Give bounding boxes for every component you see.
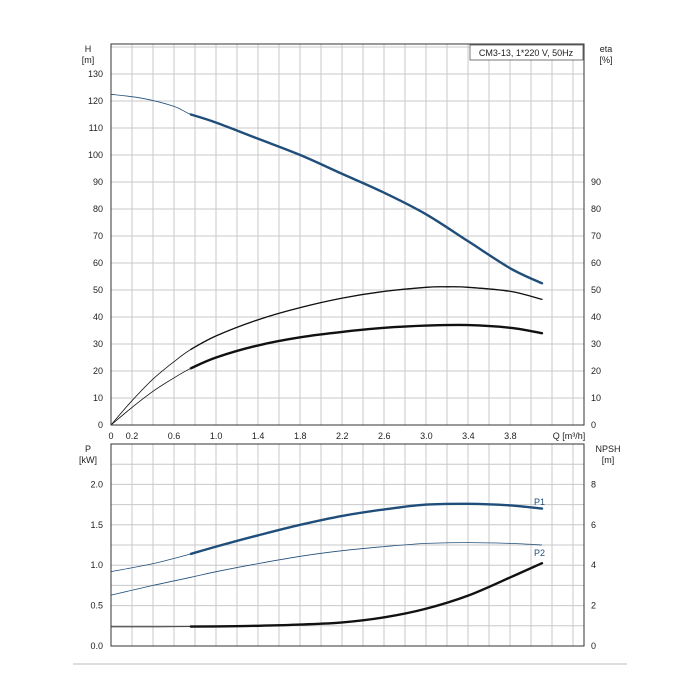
- series-line-top-1-operating: [190, 286, 543, 351]
- chart-title: CM3-13, 1*220 V, 50Hz: [479, 48, 574, 58]
- bottom-chart-curves: [110, 502, 544, 628]
- x-tick-label: 3.0: [420, 431, 433, 441]
- x-tick-label: 3.8: [504, 431, 517, 441]
- x-tick-label: 0.2: [126, 431, 139, 441]
- y2-tick-label: 70: [591, 231, 601, 241]
- y-tick-label: 10: [93, 393, 103, 403]
- chart-title-box: [469, 44, 584, 61]
- y2-tick-label: 2: [591, 601, 596, 611]
- y2-tick-label: 90: [591, 177, 601, 187]
- y-tick-label: 120: [88, 96, 103, 106]
- y-tick-label: 40: [93, 312, 103, 322]
- x-tick-label: 0: [108, 431, 113, 441]
- top-chart-curves: [110, 93, 544, 426]
- y2-tick-label: 60: [591, 258, 601, 268]
- y-tick-label: 80: [93, 204, 103, 214]
- series-line-bottom-2: [111, 562, 543, 628]
- y-tick-label: 100: [88, 150, 103, 160]
- y2-tick-label: 80: [591, 204, 601, 214]
- y-tick-label: 1.5: [90, 520, 103, 530]
- series-line-top-0: [110, 93, 543, 284]
- y2-tick-label: 4: [591, 560, 596, 570]
- y-tick-label: 50: [93, 285, 103, 295]
- y-tick-label: 70: [93, 231, 103, 241]
- y2-tick-label: 6: [591, 520, 596, 530]
- y-axis-unit-h: [m]: [82, 55, 95, 65]
- y2-axis-label-npsh: NPSH: [595, 444, 620, 454]
- y-axis-label-h: H: [85, 44, 92, 54]
- y-tick-label: 60: [93, 258, 103, 268]
- y-tick-label: 0.0: [90, 641, 103, 651]
- y-tick-label: 130: [88, 69, 103, 79]
- y2-tick-label: 40: [591, 312, 601, 322]
- series-line-top-2-operating: [189, 323, 544, 370]
- x-tick-label: 2.6: [378, 431, 391, 441]
- x-tick-label: 2.2: [336, 431, 349, 441]
- y2-tick-label: 50: [591, 285, 601, 295]
- y2-axis-label-eta: eta: [600, 44, 613, 54]
- y-tick-label: 30: [93, 339, 103, 349]
- series-line-top-1: [110, 286, 543, 426]
- top-chart-frame: [110, 43, 585, 426]
- y2-tick-label: 30: [591, 339, 601, 349]
- y-tick-label: 2.0: [90, 479, 103, 489]
- bottom-chart-grid: [111, 444, 584, 646]
- y-tick-label: 20: [93, 366, 103, 376]
- x-axis-label-q: Q [m³/h]: [553, 431, 586, 441]
- y2-tick-label: 0: [591, 641, 596, 651]
- y-tick-label: 1.0: [90, 560, 103, 570]
- series-line-bottom-2-operating: [189, 562, 544, 628]
- series-line-top-0-operating: [189, 113, 544, 285]
- y-tick-label: 110: [89, 123, 103, 133]
- series-line-bottom-1: [110, 542, 543, 596]
- top-chart-ticks: 0 10 20 30 40 50 60 70 80 90 100 110 120 130 0 10 20 30 40…: [88, 69, 601, 441]
- y-tick-label: 0.5: [90, 601, 103, 611]
- y-tick-label: 0: [98, 420, 103, 430]
- x-tick-label: 1.0: [210, 431, 223, 441]
- x-tick-label: 1.8: [294, 431, 307, 441]
- y-axis-label-p: P: [85, 444, 91, 454]
- series-line-bottom-0-operating: [189, 502, 544, 556]
- series-line-bottom-0: [110, 503, 543, 573]
- bottom-chart-frame: [110, 443, 585, 647]
- x-tick-label: 3.4: [462, 431, 475, 441]
- x-tick-label: 0.6: [168, 431, 181, 441]
- y2-tick-label: 0: [591, 420, 596, 430]
- top-chart-grid: [111, 44, 584, 425]
- y2-axis-unit-npsh: [m]: [602, 455, 615, 465]
- series-label-p1: P1: [534, 497, 545, 507]
- series-line-top-2: [110, 324, 543, 426]
- y-axis-unit-p: [kW]: [79, 455, 97, 465]
- y-tick-label: 90: [93, 177, 103, 187]
- y2-tick-label: 20: [591, 366, 601, 376]
- x-tick-label: 1.4: [252, 431, 265, 441]
- bottom-chart-ticks: 0.0 0.5 1.0 1.5 2.0 0 2 4 6 8: [90, 479, 596, 651]
- series-label-p2: P2: [534, 548, 545, 558]
- y2-axis-unit-eta: [%]: [599, 55, 612, 65]
- y2-tick-label: 10: [591, 393, 601, 403]
- y2-tick-label: 8: [591, 479, 596, 489]
